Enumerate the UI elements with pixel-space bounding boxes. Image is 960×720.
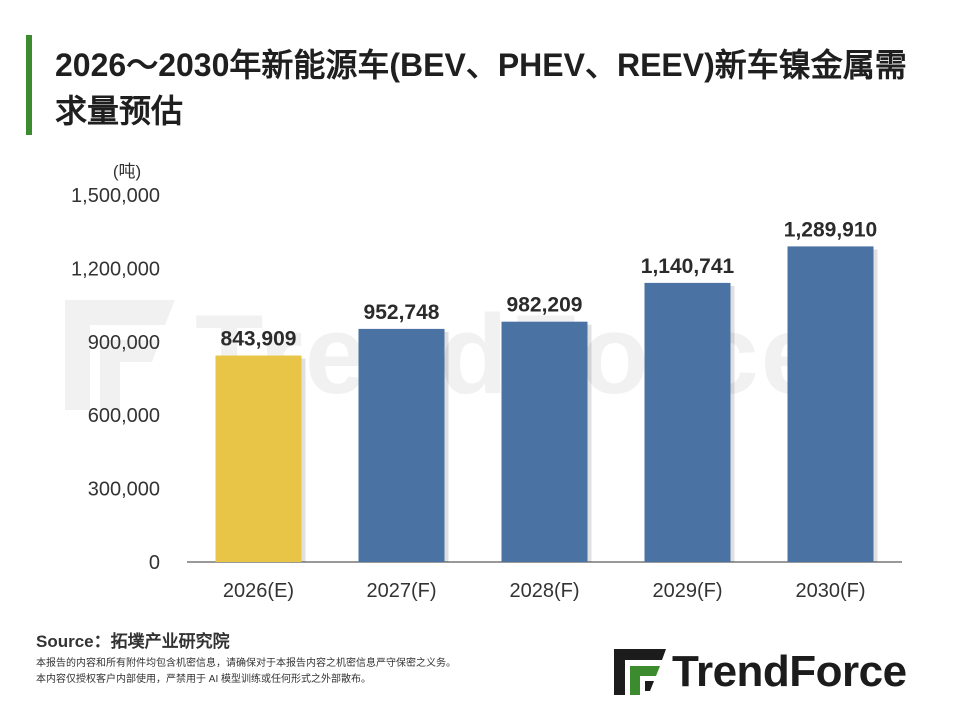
x-tick-label: 2028(F) [509, 580, 579, 602]
y-tick-label: 0 [149, 552, 160, 574]
bar [215, 355, 302, 562]
source-label: Source：拓墣产业研究院 [36, 632, 230, 651]
confidential-note-1: 本报告的内容和所有附件均包含机密信息，请确保对于本报告内容之机密信息严守保密之义… [36, 658, 456, 669]
y-tick-label: 1,200,000 [71, 258, 160, 280]
bar [644, 282, 731, 562]
y-axis-unit-label: (吨) [113, 162, 141, 181]
bar-value-label: 1,289,910 [784, 218, 877, 241]
bar [501, 321, 588, 562]
bar [358, 328, 445, 562]
y-tick-label: 600,000 [88, 405, 160, 427]
trendforce-logo: TrendForce [612, 645, 932, 699]
bar-value-label: 1,140,741 [641, 255, 735, 278]
x-tick-label: 2027(F) [366, 580, 436, 602]
bar-value-label: 982,209 [507, 294, 583, 317]
chart-title: 2026～2030年新能源车(BEV、PHEV、REEV)新车镍金属需求量预估 [55, 47, 907, 129]
bar-value-label: 952,748 [364, 301, 440, 324]
y-tick-label: 300,000 [88, 479, 160, 501]
bar [787, 246, 874, 562]
bar-value-label: 843,909 [221, 328, 297, 351]
y-tick-label: 900,000 [88, 332, 160, 354]
logo-text: TrendForce [672, 647, 907, 696]
x-tick-label: 2029(F) [652, 580, 722, 602]
confidential-note-2: 本内容仅授权客户内部使用，严禁用于 AI 模型训练或任何形式之外部散布。 [36, 674, 372, 685]
y-tick-label: 1,500,000 [71, 185, 160, 207]
title-accent-bar [26, 35, 32, 135]
x-tick-label: 2026(E) [223, 580, 294, 602]
x-tick-label: 2030(F) [795, 580, 865, 602]
trendforce-logo-icon [614, 649, 666, 695]
